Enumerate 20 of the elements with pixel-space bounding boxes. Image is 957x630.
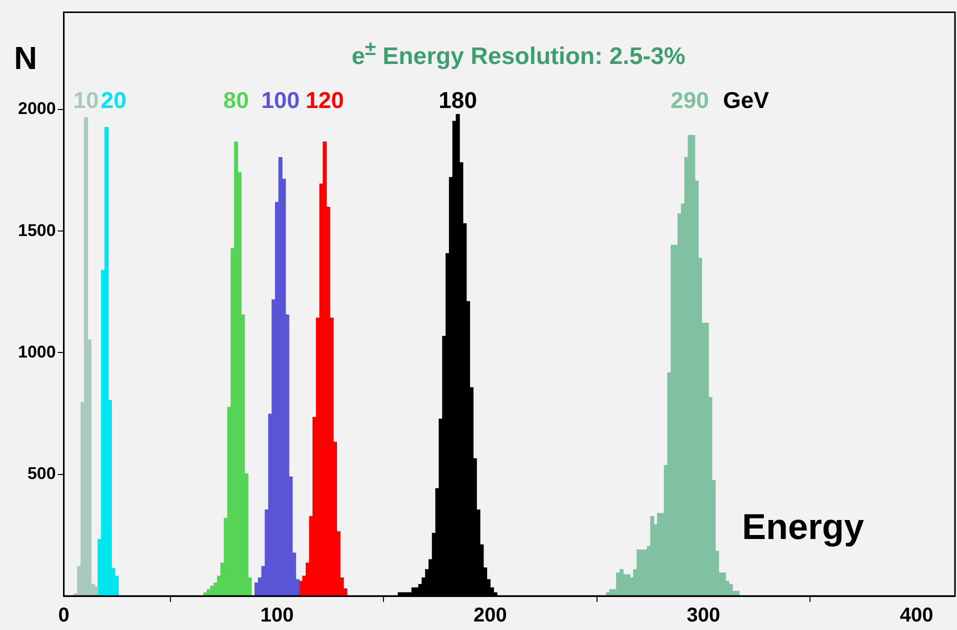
text: 100 xyxy=(261,87,300,114)
y-tick-label: 1500 xyxy=(18,220,56,240)
series-label: 20 xyxy=(100,87,126,114)
y-tick-label: 2000 xyxy=(18,99,56,118)
x-tick-label: 300 xyxy=(686,604,720,627)
series-label: 120 xyxy=(306,87,344,114)
annotation: GeV xyxy=(722,87,770,114)
x-tick-label: 200 xyxy=(474,604,507,627)
x-tick-label: 0 xyxy=(58,604,70,627)
y-tick-label: 500 xyxy=(27,464,56,484)
series-label: 290 xyxy=(670,87,709,114)
x-axis-title: Energy xyxy=(742,506,864,548)
series-label: 180 xyxy=(438,87,477,114)
x-tick-label: 400 xyxy=(900,604,934,627)
series-label: 10 xyxy=(73,87,99,114)
x-tick-label: 100 xyxy=(260,604,294,627)
series-label: 80 xyxy=(223,87,249,114)
y-tick-label: 1000 xyxy=(18,342,56,362)
y-axis-title: N xyxy=(14,40,38,77)
text: e$^{±}$ Energy Resolution: 2.5-3% xyxy=(352,38,686,70)
